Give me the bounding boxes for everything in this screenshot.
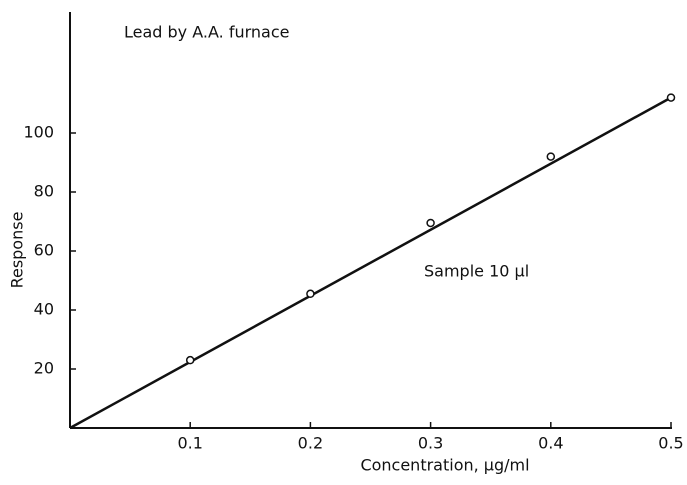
- x-axis-label: Concentration, µg/ml: [360, 456, 529, 475]
- annotation: Lead by A.A. furnace: [124, 23, 289, 42]
- x-tick-label: 0.2: [298, 434, 323, 453]
- x-tick-label: 0.1: [177, 434, 202, 453]
- data-point: [546, 152, 556, 161]
- data-point: [185, 355, 195, 365]
- y-tick-label: 80: [34, 182, 54, 201]
- x-tick-label: 0.4: [538, 434, 563, 453]
- data-point: [666, 93, 676, 102]
- x-tick-label: 0.5: [658, 434, 683, 453]
- x-tick-label: 0.3: [418, 434, 443, 453]
- y-axis-label: Response: [8, 212, 27, 289]
- y-tick-label: 100: [23, 123, 54, 142]
- y-tick-label: 60: [34, 241, 54, 260]
- annotation: Sample 10 µl: [424, 262, 529, 281]
- y-tick-label: 40: [34, 300, 54, 319]
- data-point: [306, 289, 315, 299]
- fit-line: [69, 96, 672, 430]
- y-tick-label: 20: [34, 359, 54, 378]
- data-point: [426, 218, 435, 228]
